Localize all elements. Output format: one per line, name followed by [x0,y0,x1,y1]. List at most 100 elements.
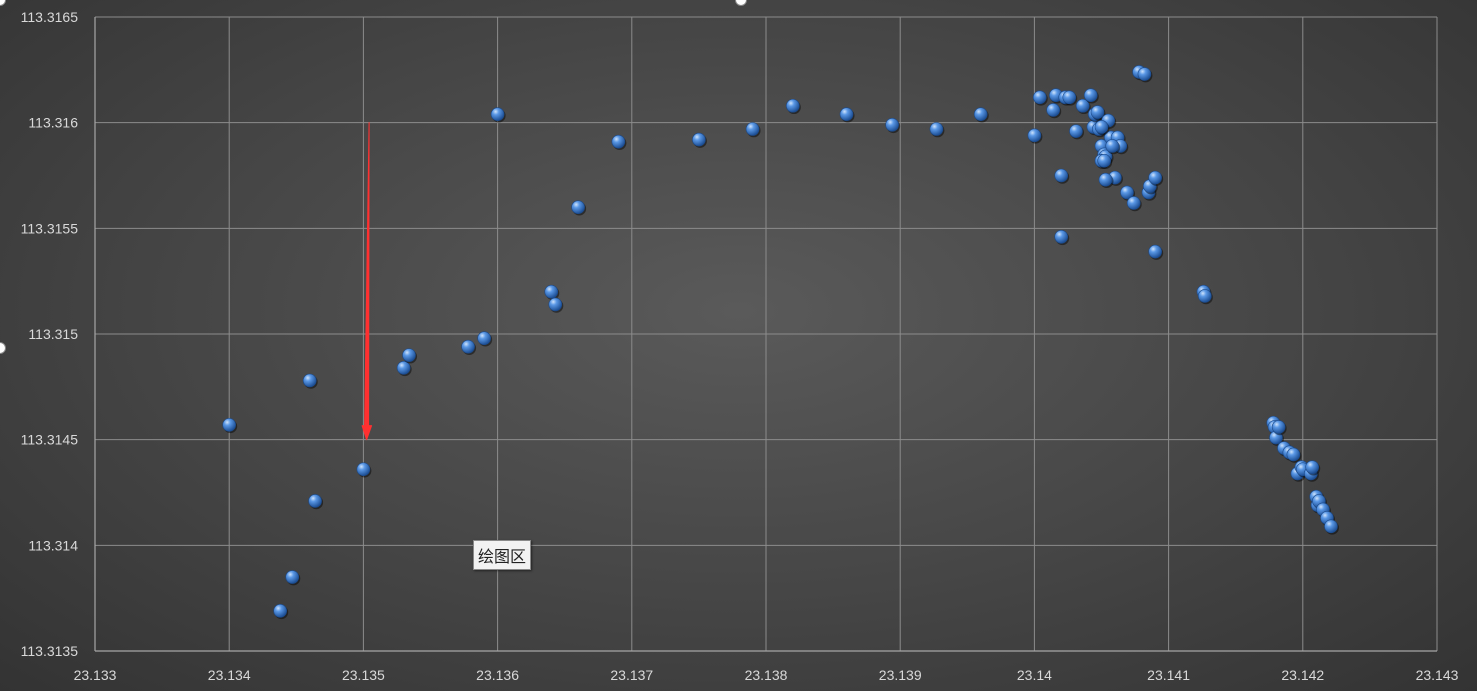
data-point-marker [396,361,411,375]
x-tick-label: 23.133 [74,667,117,683]
axes [94,17,1437,652]
data-point-marker [1083,88,1098,102]
data-point-marker [1027,128,1042,143]
x-tick-label: 23.135 [342,667,385,683]
data-point [786,98,801,115]
y-tick-label: 113.3165 [21,9,79,25]
data-point [1094,120,1110,136]
data-point [1069,124,1085,140]
data-point-marker [1271,420,1286,434]
data-point-marker [1062,90,1077,105]
data-point [973,107,989,123]
data-point-marker [1094,120,1109,134]
data-point-marker [929,122,944,136]
data-point [1027,128,1043,144]
data-point [273,604,289,620]
plot-area-tooltip: 绘图区 [473,540,532,570]
data-point-marker [1054,168,1069,183]
data-point [1105,139,1121,155]
data-point-marker [1032,90,1047,105]
data-point-marker [544,284,559,299]
data-point-marker [1305,460,1319,474]
data-point [745,122,761,138]
data-point [1075,98,1091,115]
data-point-marker [308,494,322,508]
data-point [611,134,627,150]
data-point [461,339,477,355]
data-point [302,373,318,389]
y-tick-label: 113.314 [28,537,78,553]
data-point [1032,90,1048,106]
data-point [490,107,506,123]
data-point-marker [1148,170,1162,185]
data-point-marker [402,348,416,362]
x-tick-label: 23.139 [879,667,922,683]
data-point-marker [1126,196,1141,210]
grid-lines [94,16,1438,652]
data-point [548,297,564,313]
data-point-marker [1046,103,1060,117]
data-point [1148,244,1164,260]
data-point-marker [973,107,988,122]
data-point-marker [222,418,236,432]
data-point-marker [285,570,300,584]
data-point-marker [1137,67,1152,81]
data-point [1271,420,1287,436]
data-point [1286,447,1302,463]
data-point [308,494,324,510]
data-point-marker [885,117,899,132]
red-arrow-annotation [361,122,373,441]
data-point-marker [839,107,854,122]
y-tick-label: 113.3145 [21,432,79,448]
data-point [1198,289,1213,305]
data-point-marker [611,134,626,149]
data-point-marker [477,331,491,346]
data-point [1305,460,1321,476]
data-point-marker [1324,519,1338,534]
data-point-marker [548,297,563,312]
y-tick-label: 113.316 [28,115,78,131]
data-point-marker [1097,153,1111,168]
x-tick-label: 23.142 [1281,667,1324,683]
data-point-marker [1075,98,1090,113]
y-tick-label: 113.315 [28,326,78,342]
x-axis-tick-labels: 23.133 23.134 23.135 23.136 23.137 23.138 23.1… [74,667,1459,683]
data-point [839,107,855,123]
data-point-marker [745,122,760,136]
data-point-marker [356,462,371,477]
data-point-marker [571,200,585,214]
data-points [222,65,1339,620]
data-point-marker [1286,447,1301,462]
data-point [1046,103,1062,119]
data-point-marker [1098,172,1113,187]
data-point [571,200,587,216]
data-point [544,284,560,301]
x-tick-label: 23.143 [1416,667,1459,683]
data-point-marker [1198,289,1212,303]
data-point [1148,170,1164,186]
x-tick-label: 23.136 [476,667,519,683]
data-point [1137,67,1153,83]
data-point-marker [1105,139,1120,153]
data-point [1090,105,1106,121]
data-point-marker [273,604,287,618]
data-point [356,462,372,478]
data-point [222,418,238,434]
x-tick-label: 23.138 [745,667,788,683]
data-point-marker [1069,124,1083,138]
data-point [402,348,418,364]
red-arrow [361,122,373,441]
data-point-marker [1148,244,1162,259]
data-point [1098,172,1114,189]
x-tick-label: 23.137 [610,667,653,683]
y-axis-tick-labels: 113.3135 113.314 113.3145 113.315 113.3155 11… [21,9,79,659]
data-point [1324,519,1339,535]
data-point-marker [302,373,317,388]
data-point [477,331,493,347]
data-point [1120,185,1135,201]
data-point [396,361,412,377]
data-point-marker [461,339,475,354]
data-point [285,570,301,586]
